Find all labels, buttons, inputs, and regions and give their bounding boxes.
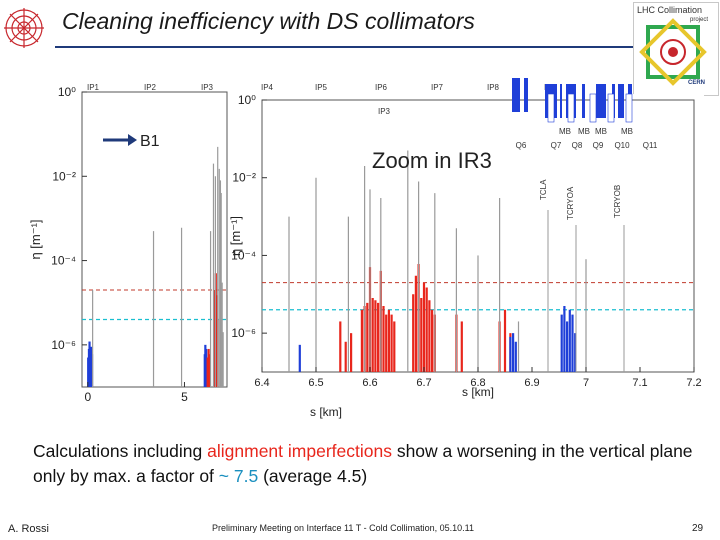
y-axis-label: η [m⁻¹] <box>228 216 243 256</box>
x-tick-label: 7.1 <box>632 377 647 389</box>
ip-label: IP5 <box>315 83 328 92</box>
y-tick-label: 10⁻⁶ <box>231 326 256 340</box>
x-tick-label: 7 <box>583 377 589 389</box>
x-axis-label: s [km] <box>462 385 494 399</box>
ip-label: IP3 <box>201 83 214 92</box>
collimator-label: TCRYOB <box>613 185 622 218</box>
collimator-label: TCRYOA <box>566 186 575 220</box>
cern-logo <box>2 6 56 55</box>
ip-label: IP7 <box>431 83 444 92</box>
magnet-outline <box>547 93 555 123</box>
logo-sub: project <box>690 17 709 23</box>
lhc-collimation-logo: LHC Collimation project CERN <box>633 2 719 96</box>
x-tick-label: 6.8 <box>470 377 485 389</box>
magnet-block <box>582 84 585 118</box>
description-part: show a worsening in the vertical plane o… <box>33 441 693 486</box>
plot-area <box>81 91 228 388</box>
mb-label: MB <box>559 127 571 136</box>
magnet-block <box>596 84 606 118</box>
ip-label: IP1 <box>87 83 100 92</box>
slide-title: Cleaning inefficiency with DS collimator… <box>62 8 475 34</box>
footer-author: A. Rossi <box>8 523 49 535</box>
x-tick-label: 5 <box>181 390 188 404</box>
magnet-block <box>524 78 528 112</box>
mb-label: MB <box>595 127 607 136</box>
magnet-block <box>618 84 624 118</box>
beam-label: B1 <box>140 133 160 150</box>
description-part: Calculations including <box>33 441 208 461</box>
magnet-outline <box>607 93 615 123</box>
x-tick-label: 6.7 <box>416 377 431 389</box>
zoom-title: Zoom in IR3 <box>372 148 492 173</box>
x-tick-label: 6.6 <box>362 377 377 389</box>
description-text: Calculations including alignment imperfe… <box>33 439 720 489</box>
ip-label: IP6 <box>375 83 388 92</box>
magnet-block <box>560 84 562 118</box>
quad-label: Q6 <box>516 141 527 150</box>
y-tick-label: 10⁻⁶ <box>51 338 76 352</box>
quad-label: Q9 <box>593 141 604 150</box>
quad-label: Q7 <box>551 141 562 150</box>
y-tick-label: 10⁻² <box>52 169 76 183</box>
mb-label: MB <box>621 127 633 136</box>
magnet-outline <box>625 93 633 123</box>
logo-title: LHC Collimation <box>637 5 703 15</box>
description-part: alignment imperfections <box>207 441 392 461</box>
description-part: (average 4.5) <box>258 466 368 486</box>
charts-canvas: 10⁰ 10⁻² 10⁻⁴ 10⁻⁶ 0 5 η [m⁻¹] IP1 IP2 IP3 IP4 IP5 I… <box>28 78 704 419</box>
x-tick-label: 7.2 <box>686 377 701 389</box>
quad-label: Q11 <box>643 141 658 150</box>
ip-label: IP8 <box>487 83 500 92</box>
description-part: ~ 7.5 <box>218 466 259 486</box>
x-tick-label: 6.9 <box>524 377 539 389</box>
magnet-outline <box>567 93 575 123</box>
chart-full-ring: 10⁰ 10⁻² 10⁻⁴ 10⁻⁶ 0 5 η [m⁻¹] IP1 IP2 IP3 IP4 IP5 I… <box>28 83 557 419</box>
collimator-label: TCLA <box>539 179 548 200</box>
footer-page-number: 29 <box>692 523 704 534</box>
magnet-block <box>512 78 520 112</box>
quad-label: Q10 <box>614 141 630 150</box>
y-tick-label: 10⁰ <box>58 85 76 99</box>
mb-label: MB <box>578 127 590 136</box>
beam-arrow-head <box>128 134 137 146</box>
y-tick-label: 10⁻⁴ <box>51 254 76 268</box>
y-tick-label: 10⁰ <box>238 93 256 107</box>
ip-label: IP4 <box>261 83 274 92</box>
magnet-outline <box>589 93 597 123</box>
ip-label: IP2 <box>144 83 157 92</box>
y-axis-label: η [m⁻¹] <box>28 219 43 259</box>
x-axis-label-main: s [km] <box>310 405 342 419</box>
zoom-ip-label: IP3 <box>378 107 391 116</box>
footer-meeting: Preliminary Meeting on Interface 11 T - … <box>212 523 474 533</box>
x-tick-label: 6.4 <box>254 377 269 389</box>
quad-label: Q8 <box>572 141 583 150</box>
y-tick-label: 10⁻⁴ <box>231 248 256 262</box>
x-tick-label: 6.5 <box>308 377 323 389</box>
chart-zoom-ir3: 10⁰ 10⁻² 10⁻⁴ 10⁻⁶ 6.4 6.5 6.6 6.7 6.8 6.9 7 7.1 7.2… <box>228 78 704 402</box>
y-tick-label: 10⁻² <box>232 171 256 185</box>
logo-cern: CERN <box>688 80 706 86</box>
x-tick-label: 0 <box>84 390 91 404</box>
title-divider <box>55 46 635 48</box>
